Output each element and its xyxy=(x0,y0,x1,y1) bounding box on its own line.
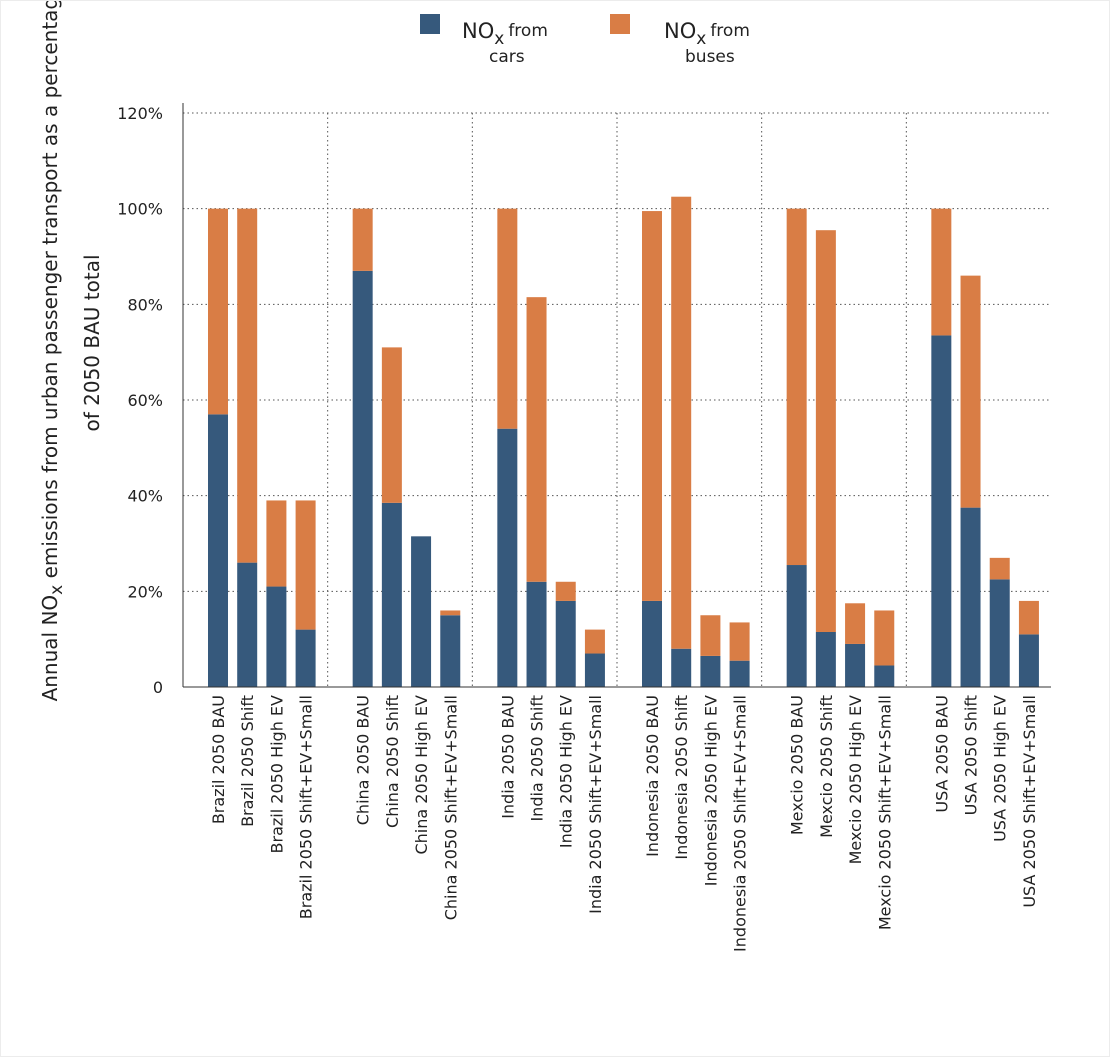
x-tick-label: Mexcio 2050 High EV xyxy=(846,695,865,864)
bar-segment-buses xyxy=(208,208,228,415)
bar-segment-buses xyxy=(555,581,576,601)
x-tick-label: China 2050 Shift+EV+Small xyxy=(441,695,460,920)
x-tick-label: Indonesia 2050 High EV xyxy=(701,695,720,886)
bar-segment-buses xyxy=(497,208,518,429)
x-tick-label: India 2050 Shift xyxy=(528,695,547,822)
legend-label-buses-line2: buses xyxy=(685,47,735,67)
y-axis-title-line1: Annual NOx emissions from urban passenge… xyxy=(38,1,67,701)
bar-segment-buses xyxy=(440,610,461,616)
x-tick-label: Brazil 2050 BAU xyxy=(209,695,228,824)
bar-segment-cars xyxy=(295,629,316,687)
x-tick-label: China 2050 BAU xyxy=(354,695,373,825)
x-tick-label: Mexcio 2050 Shift+EV+Small xyxy=(875,695,894,930)
bar-segment-cars xyxy=(960,507,981,687)
bar-segment-cars xyxy=(786,565,807,687)
bar-segment-buses xyxy=(815,230,836,632)
bar-segment-buses xyxy=(352,208,373,271)
bar-segment-cars xyxy=(989,579,1010,687)
bar-segment-cars xyxy=(381,502,402,687)
bar-segment-cars xyxy=(266,586,287,687)
x-tick-label: Brazil 2050 Shift xyxy=(238,695,257,827)
bar-segment-cars xyxy=(584,653,605,687)
bar-segment-cars xyxy=(729,660,750,687)
x-tick-label: USA 2050 High EV xyxy=(991,695,1010,842)
bar-segment-cars xyxy=(845,643,866,687)
bar-segment-cars xyxy=(411,536,432,687)
x-tick-label: India 2050 BAU xyxy=(498,695,517,819)
bar-segment-buses xyxy=(642,211,662,601)
x-tick-label: India 2050 High EV xyxy=(557,695,576,848)
bars xyxy=(208,196,1039,687)
gridlines xyxy=(183,112,1051,687)
bar-segment-cars xyxy=(874,665,895,687)
x-tick-label: Indonesia 2050 Shift xyxy=(672,695,691,860)
bar-segment-buses xyxy=(845,603,866,644)
y-axis-title-line2: of 2050 BAU total xyxy=(80,254,104,431)
bar-segment-buses xyxy=(989,557,1010,580)
x-tick-label: Mexcio 2050 BAU xyxy=(788,695,807,835)
y-tick-label: 0 xyxy=(153,678,163,697)
x-tick-label: USA 2050 Shift+EV+Small xyxy=(1020,695,1039,908)
y-tick-label: 120% xyxy=(117,104,163,123)
x-tick-label: USA 2050 BAU xyxy=(932,695,951,813)
bar-segment-cars xyxy=(642,600,662,687)
legend-label-buses: NOx from xyxy=(664,19,750,49)
y-tick-label: 100% xyxy=(117,200,163,219)
bar-segment-cars xyxy=(352,270,373,687)
y-tick-label: 60% xyxy=(127,391,163,410)
bar-segment-cars xyxy=(237,562,258,687)
bar-segment-cars xyxy=(497,428,518,687)
bar-segment-buses xyxy=(237,208,258,563)
legend-swatch-cars xyxy=(420,14,440,34)
bar-segment-cars xyxy=(1018,634,1039,687)
bar-segment-buses xyxy=(786,208,807,566)
tick-labels: 0 20% 40% 60% 80% 100% 120% Brazil 2050 BAU Braz… xyxy=(117,104,1039,952)
bar-segment-buses xyxy=(729,622,750,661)
legend: NOx from cars NOx from buses xyxy=(420,14,750,67)
y-tick-label: 20% xyxy=(127,582,163,601)
bar-segment-buses xyxy=(381,347,402,503)
bar-segment-buses xyxy=(584,629,605,654)
bar-segment-cars xyxy=(671,648,692,687)
bar-segment-buses xyxy=(671,196,692,649)
x-tick-label: Brazil 2050 High EV xyxy=(267,695,286,854)
bar-segment-buses xyxy=(874,610,895,666)
legend-label-cars-line2: cars xyxy=(489,47,525,67)
x-tick-label: China 2050 Shift xyxy=(383,695,402,828)
y-tick-label: 80% xyxy=(127,295,163,314)
bar-segment-cars xyxy=(931,335,952,687)
bar-segment-cars xyxy=(208,414,228,687)
bar-segment-cars xyxy=(440,615,461,687)
bar-segment-cars xyxy=(815,631,836,687)
bar-segment-buses xyxy=(1018,600,1039,635)
bar-segment-buses xyxy=(266,500,287,587)
x-tick-label: Brazil 2050 Shift+EV+Small xyxy=(297,695,316,919)
x-tick-label: China 2050 High EV xyxy=(412,695,431,855)
bar-segment-buses xyxy=(960,275,981,508)
legend-swatch-buses xyxy=(610,14,630,34)
bar-segment-buses xyxy=(931,208,952,336)
bar-segment-buses xyxy=(526,297,547,582)
x-tick-label: Indonesia 2050 Shift+EV+Small xyxy=(731,695,750,952)
bar-segment-buses xyxy=(700,615,721,656)
y-tick-label: 40% xyxy=(127,487,163,506)
y-axis-title: Annual NOx emissions from urban passenge… xyxy=(38,1,104,701)
bar-segment-cars xyxy=(526,581,547,687)
x-tick-label: Mexcio 2050 Shift xyxy=(817,695,836,838)
x-tick-label: Indonesia 2050 BAU xyxy=(643,695,662,857)
x-tick-label: USA 2050 Shift xyxy=(962,695,981,815)
bar-segment-cars xyxy=(555,600,576,687)
bar-segment-cars xyxy=(700,655,721,687)
bar-segment-buses xyxy=(295,500,316,630)
legend-label-cars: NOx from xyxy=(462,19,548,49)
axes xyxy=(182,103,1051,688)
x-tick-label: India 2050 Shift+EV+Small xyxy=(586,695,605,914)
